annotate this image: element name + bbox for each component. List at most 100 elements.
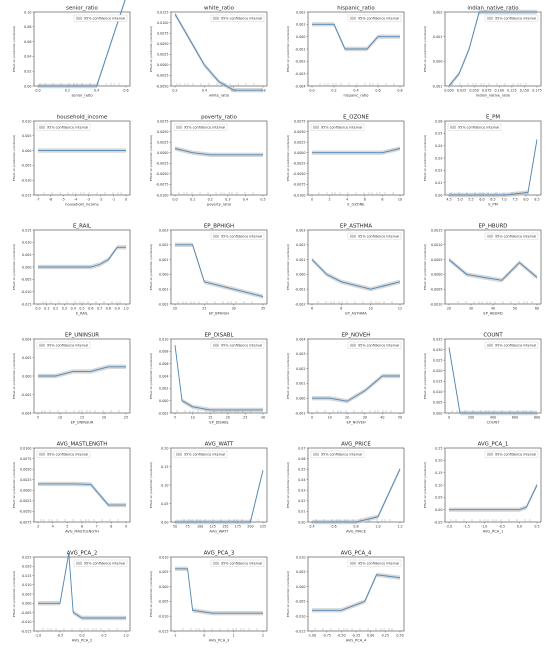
confidence-band [38, 481, 126, 508]
legend-swatch [350, 234, 356, 238]
subplot-poverty_ratio: poverty_ratio -0.0100 -0.0075 -0.0050 -0.002… [149, 115, 268, 207]
y-tick-label: 0.002 [22, 356, 31, 360]
y-tick-label: 0.0000 [431, 273, 443, 277]
y-axis-label: Effect on prediction (centered) [286, 26, 290, 72]
y-tick-label: 0.003 [296, 228, 305, 232]
y-tick-label: 0.004 [159, 374, 168, 378]
x-tick-label: -1.0 [35, 634, 41, 638]
x-tick-label: -2.0 [446, 525, 452, 529]
y-tick-label: 0.0025 [20, 478, 32, 482]
x-tick-label: 40 [491, 307, 495, 311]
legend-label: 95% confidence interval [495, 17, 536, 21]
y-tick-label: 0.005 [159, 570, 168, 574]
y-tick-label: 0.0050 [294, 130, 306, 134]
x-axis-label: EP_BPHIGH [209, 312, 229, 316]
y-tick-label: 0.008 [159, 350, 168, 354]
x-tick-label: 175 [235, 525, 241, 529]
y-tick-label: 0.010 [22, 583, 31, 587]
legend-swatch [39, 452, 45, 456]
legend-swatch [487, 16, 493, 20]
x-tick-label: 0.2 [208, 198, 213, 202]
y-tick-label: 0.01 [298, 510, 305, 514]
y-tick-label: -0.001 [295, 47, 306, 51]
y-tick-label: 0.15 [161, 465, 168, 469]
subplot-indian_native_ratio: indian_native_ratio-0.0010.0000.0010.002… [423, 6, 542, 98]
y-tick-label: 0.000 [296, 397, 305, 401]
x-tick-label: 0.4 [353, 89, 358, 93]
y-axis-label: Effect on prediction (centered) [286, 135, 290, 181]
axes-frame [307, 447, 405, 523]
y-tick-label: -0.010 [21, 290, 32, 294]
x-axis-label: indian_native_ratio [476, 94, 510, 98]
x-tick-label: 6 [311, 307, 313, 311]
legend-label: 95% confidence interval [358, 17, 399, 21]
x-tick-label: 15 [208, 416, 212, 420]
subplot-title: EP_BPHIGH [204, 224, 234, 230]
y-tick-label: 0.001 [433, 35, 442, 39]
x-axis-label: senior_ratio [71, 94, 92, 98]
x-tick-label: 0.6 [123, 89, 128, 93]
legend-label: 95% confidence interval [221, 562, 262, 566]
y-axis-label: Effect on prediction (centered) [12, 353, 16, 399]
legend-swatch [213, 561, 219, 565]
y-tick-label: 0.010 [22, 119, 31, 123]
subplot-title: AVG_WATT [205, 442, 234, 448]
y-axis-label: Effect on prediction (centered) [286, 244, 290, 290]
confidence-band [38, 0, 126, 89]
x-tick-label: 125 [210, 525, 216, 529]
y-tick-label: 0.0050 [157, 42, 169, 46]
x-tick-label: 0.0 [309, 89, 314, 93]
x-tick-label: 8 [381, 198, 383, 202]
legend-swatch [350, 16, 356, 20]
y-tick-label: 0.00 [24, 84, 31, 88]
x-tick-label: 30 [261, 416, 265, 420]
legend-swatch [487, 452, 493, 456]
y-axis-label: Effect on prediction (centered) [12, 462, 16, 508]
subplot-title: E_RAIL [73, 224, 91, 230]
x-tick-label: 25 [124, 416, 128, 420]
y-tick-label: 0.0025 [294, 140, 306, 144]
x-axis-label: AVG_PCA_2 [72, 639, 93, 643]
confidence-band [312, 373, 400, 404]
subplot-E_OZONE: E_OZONE -0.0100 -0.0075 -0.0050 -0.0025 0.000… [286, 115, 405, 207]
x-axis-label: AVG_PRICE [346, 530, 367, 534]
subplot-title: hispanic_ratio [337, 6, 374, 12]
y-tick-label: -0.003 [295, 72, 306, 76]
y-tick-label: 0.00 [161, 520, 168, 524]
x-tick-label: 40 [380, 416, 384, 420]
y-tick-label: -0.010 [158, 615, 169, 619]
x-tick-label: 4 [52, 525, 54, 529]
y-axis-label: Effect on prediction (centered) [149, 462, 153, 508]
y-axis-label: Effect on prediction (centered) [12, 135, 16, 181]
legend-swatch [213, 343, 219, 347]
y-tick-label: 0.001 [296, 258, 305, 262]
x-tick-label: 0.9 [115, 307, 120, 311]
x-tick-label: 0.4 [71, 307, 76, 311]
x-tick-label: 0.0 [517, 525, 522, 529]
x-axis-label: E_PM [488, 203, 497, 207]
x-tick-label: 0.25 [382, 634, 389, 638]
x-axis-label: E_OZONE [347, 203, 365, 207]
x-tick-label: 10 [327, 416, 331, 420]
y-tick-label: -0.002 [158, 302, 169, 306]
y-tick-label: -0.004 [21, 411, 32, 415]
axes-frame [170, 120, 268, 196]
x-axis-label: household_income [65, 203, 99, 207]
legend-box [173, 123, 228, 131]
x-tick-label: 20 [173, 307, 177, 311]
y-tick-label: -0.002 [295, 60, 306, 64]
x-tick-label: 10 [190, 416, 194, 420]
x-tick-label: 0.000 [444, 89, 453, 93]
y-tick-label: -0.0075 [156, 183, 169, 187]
effect-line [175, 244, 264, 298]
subplot-title: E_PM [486, 115, 500, 121]
x-tick-label: 20 [447, 307, 451, 311]
y-tick-label: -0.010 [21, 620, 32, 624]
subplot-title: EP_HBURD [479, 224, 508, 230]
x-tick-label: 8.5 [534, 198, 539, 202]
subplot-title: COUNT [483, 333, 503, 339]
confidence-band [312, 257, 400, 292]
y-tick-label: -0.0050 [293, 172, 306, 176]
legend-box [36, 450, 91, 458]
y-tick-label: -0.015 [21, 302, 32, 306]
